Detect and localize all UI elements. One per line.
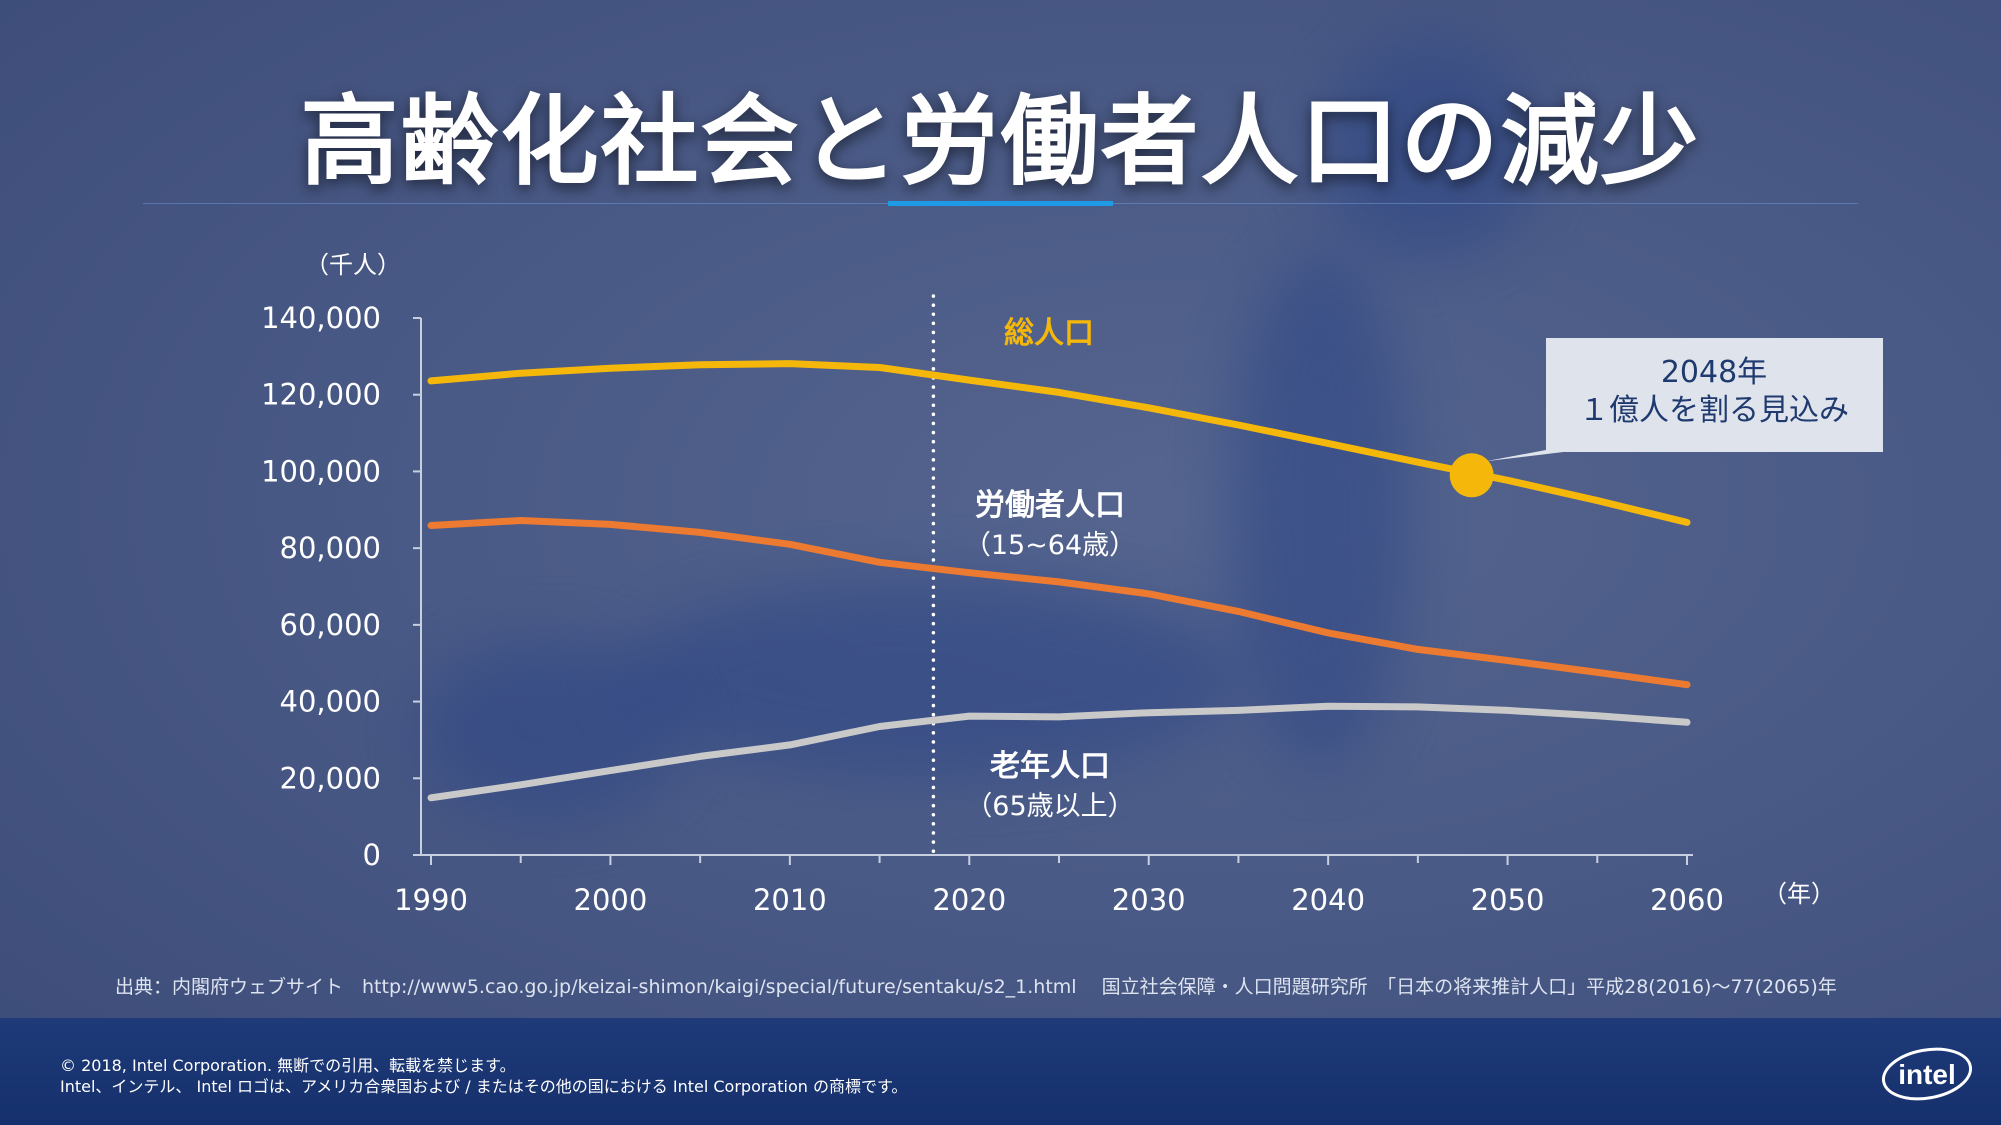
callout-box xyxy=(1546,338,1883,452)
callout-pointer xyxy=(1485,450,1580,462)
series-sublabel-elderly: （65歳以上） xyxy=(965,791,1134,822)
background-map-island xyxy=(1320,40,1540,260)
y-axis-unit-label: （千人） xyxy=(305,251,401,279)
x-tick-label: 2050 xyxy=(1471,883,1545,917)
callout-line-2: １億人を割る見込み xyxy=(1579,393,1849,428)
background-map xyxy=(1230,250,1410,770)
series-line-3 xyxy=(427,702,1691,802)
intel-logo: intel xyxy=(1881,1047,1973,1101)
callout-line-1: 2048年 xyxy=(1661,355,1767,390)
y-tick-label: 60,000 xyxy=(280,608,381,642)
x-tick-label: 2010 xyxy=(753,883,827,917)
page-title: 高齢化社会と労働者人口の減少 xyxy=(300,85,1701,199)
x-tick-label: 2030 xyxy=(1112,883,1186,917)
annotation-marker xyxy=(1449,453,1494,498)
y-tick-label: 40,000 xyxy=(280,685,381,719)
x-tick-label: 2020 xyxy=(932,883,1006,917)
source-citation: 出典：内閣府ウェブサイト http://www5.cao.go.jp/keiza… xyxy=(115,976,1837,998)
series-label-working: 労働者人口 xyxy=(975,488,1125,523)
y-tick-label: 20,000 xyxy=(280,761,381,795)
copyright-text: © 2018, Intel Corporation. 無断での引用、転載を禁じま… xyxy=(60,1056,516,1075)
x-tick-label: 2000 xyxy=(574,883,648,917)
y-tick-label: 100,000 xyxy=(261,454,381,488)
footer-bar: © 2018, Intel Corporation. 無断での引用、転載を禁じま… xyxy=(0,1018,2001,1125)
y-tick-label: 80,000 xyxy=(280,531,381,565)
x-axis-unit-label: （年） xyxy=(1763,880,1835,908)
background-map-island xyxy=(620,580,1240,780)
y-tick-label: 0 xyxy=(363,838,381,872)
series-label-total: 総人口 xyxy=(1004,316,1094,351)
y-tick-label: 120,000 xyxy=(261,378,381,412)
x-tick-label: 2040 xyxy=(1291,883,1365,917)
x-tick-label: 1990 xyxy=(394,883,468,917)
series-label-elderly: 老年人口 xyxy=(990,749,1110,784)
y-tick-label: 140,000 xyxy=(261,301,381,335)
trademark-text: Intel、インテル、 Intel ロゴは、アメリカ合衆国および / またはその… xyxy=(60,1077,908,1096)
x-tick-label: 2060 xyxy=(1650,883,1724,917)
title-accent-bar xyxy=(888,201,1113,206)
intel-logo-text: intel xyxy=(1898,1059,1956,1090)
series-line-2 xyxy=(427,517,1691,689)
series-sublabel-working: （15~64歳） xyxy=(964,530,1136,561)
